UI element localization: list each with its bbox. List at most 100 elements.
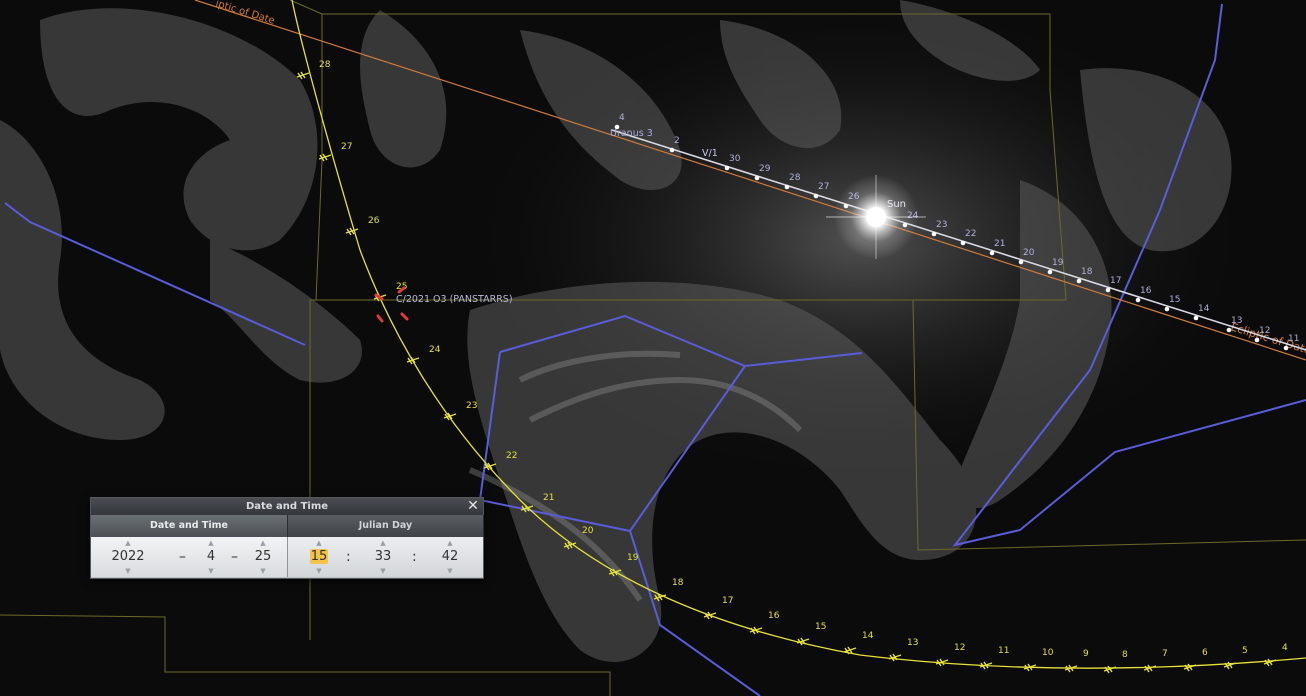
- sun-track-dot: [1105, 287, 1111, 293]
- comet-track-tick: [608, 568, 622, 577]
- comet-track-day-label: 20: [582, 526, 594, 536]
- dialog-title: Date and Time: [245, 501, 329, 512]
- second-spinbox[interactable]: ▲ 42 ▼: [433, 537, 467, 577]
- day-value: 25: [254, 549, 272, 564]
- comet-track-tick: [843, 646, 857, 655]
- comet-track-day-label: 22: [506, 451, 517, 461]
- comet-track-tick: [1223, 661, 1237, 670]
- year-spinbox[interactable]: ▲ 2022 ▼: [105, 537, 151, 577]
- constellation-lines: [4, 3, 1306, 696]
- comet-track-tick: [563, 541, 577, 550]
- day-spinbox[interactable]: ▲ 25 ▼: [246, 537, 280, 577]
- artwork-outlines: [468, 350, 803, 602]
- comet-label[interactable]: C/2021 O3 (PANSTARRS): [396, 294, 513, 305]
- comet-track-tick: [1023, 663, 1037, 672]
- comet-track-tick: [749, 626, 763, 635]
- minute-up-arrow-icon[interactable]: ▲: [380, 539, 386, 547]
- comet-selection-marker[interactable]: [374, 286, 409, 323]
- comet-track-day-label: 9: [1083, 649, 1089, 659]
- date-separator: –: [179, 549, 186, 565]
- hour-down-arrow-icon[interactable]: ▼: [316, 567, 322, 575]
- second-up-arrow-icon[interactable]: ▲: [447, 539, 453, 547]
- month-spinbox[interactable]: ▲ 4 ▼: [194, 537, 228, 577]
- year-down-arrow-icon[interactable]: ▼: [125, 567, 131, 575]
- comet-track-day-label: 6: [1202, 648, 1208, 658]
- minute-spinbox[interactable]: ▲ 33 ▼: [366, 537, 400, 577]
- comet-track-tick: [318, 153, 332, 162]
- sun-track-day-label: 29: [759, 164, 771, 174]
- hour-value-wrap: 15: [302, 549, 336, 564]
- sun-label: Sun: [887, 199, 906, 210]
- month-up-arrow-icon[interactable]: ▲: [208, 539, 214, 547]
- comet-track-day-label: 18: [672, 578, 684, 588]
- constellation-artwork: [0, 0, 1232, 662]
- sun-track-day-label: 27: [818, 182, 829, 192]
- comet-track-tick: [1064, 664, 1078, 673]
- second-down-arrow-icon[interactable]: ▼: [447, 567, 453, 575]
- comet-track-day-label: 14: [862, 631, 874, 641]
- sun-track-day-label: 14: [1198, 304, 1210, 314]
- date-separator: –: [231, 549, 238, 565]
- sun-track-dot: [960, 240, 966, 246]
- sun-track-dot: [1076, 278, 1082, 284]
- sun-track-dot: [754, 175, 760, 181]
- date-time-dialog: Date and Time ✕ Date and Time Julian Day…: [90, 497, 484, 579]
- comet-track-line: [291, 0, 1306, 669]
- tab-julian-day[interactable]: Julian Day: [288, 515, 484, 537]
- time-separator: :: [346, 549, 351, 565]
- comet-track-day-label: 25: [396, 282, 407, 292]
- close-icon[interactable]: ✕: [467, 498, 479, 514]
- comet-track-tick: [1183, 663, 1197, 672]
- day-up-arrow-icon[interactable]: ▲: [260, 539, 266, 547]
- comet-track-day-label: 17: [722, 596, 733, 606]
- sun-track-dot: [669, 147, 675, 153]
- hour-up-arrow-icon[interactable]: ▲: [316, 539, 322, 547]
- year-up-arrow-icon[interactable]: ▲: [125, 539, 131, 547]
- sun-track-dot: [1164, 306, 1170, 312]
- month-down-arrow-icon[interactable]: ▼: [208, 567, 214, 575]
- sun-track-dot: [1226, 327, 1232, 333]
- sun-track-dot: [931, 231, 937, 237]
- second-value: 42: [441, 549, 459, 564]
- minute-down-arrow-icon[interactable]: ▼: [380, 567, 386, 575]
- day-down-arrow-icon[interactable]: ▼: [260, 567, 266, 575]
- comet-track-day-label: 27: [341, 142, 352, 152]
- dialog-titlebar[interactable]: Date and Time ✕: [91, 498, 483, 515]
- sun[interactable]: [826, 175, 926, 259]
- sun-track-dot: [1283, 345, 1289, 351]
- comet-track-day-label: 11: [998, 646, 1009, 656]
- time-separator: :: [412, 549, 417, 565]
- sun-track-dot: [989, 250, 995, 256]
- hour-spinbox[interactable]: ▲ 15 ▼: [302, 537, 336, 577]
- comet-track-tick: [703, 611, 717, 620]
- sun-track-day-label: 20: [1023, 248, 1035, 258]
- sun-track-day-label: 18: [1081, 267, 1093, 277]
- sun-track-day-label: 30: [729, 154, 741, 164]
- comet-track-tick: [935, 658, 949, 667]
- comet-track-day-label: 16: [768, 611, 780, 621]
- comet-track-tick: [406, 356, 420, 365]
- sun-track-day-label: 28: [789, 173, 801, 183]
- v1-label: V/1: [702, 148, 718, 159]
- comet-track-day-label: 19: [627, 553, 639, 563]
- year-value: 2022: [111, 549, 145, 564]
- sun-track-day-label: 17: [1110, 276, 1121, 286]
- comet-track-tick: [443, 412, 457, 421]
- sun-track-dot: [813, 193, 819, 199]
- month-value: 4: [206, 549, 216, 564]
- comet-track-day-label: 12: [954, 643, 965, 653]
- comet-track-day-label: 23: [466, 401, 477, 411]
- sun-track-day-label: 16: [1140, 286, 1152, 296]
- sun-track-dot: [1047, 269, 1053, 275]
- comet-track-tick: [1103, 665, 1117, 674]
- date-row: ▲ 2022 ▼ – ▲ 4 ▼ – ▲ 25 ▼: [91, 537, 288, 577]
- tab-date-and-time[interactable]: Date and Time: [91, 515, 288, 537]
- sun-track-dot: [1135, 297, 1141, 303]
- comet-track-day-label: 15: [815, 622, 826, 632]
- sun-track-day-label: 13: [1231, 316, 1242, 326]
- comet-track-day-label: 7: [1162, 649, 1168, 659]
- sun-track-dot: [1254, 337, 1260, 343]
